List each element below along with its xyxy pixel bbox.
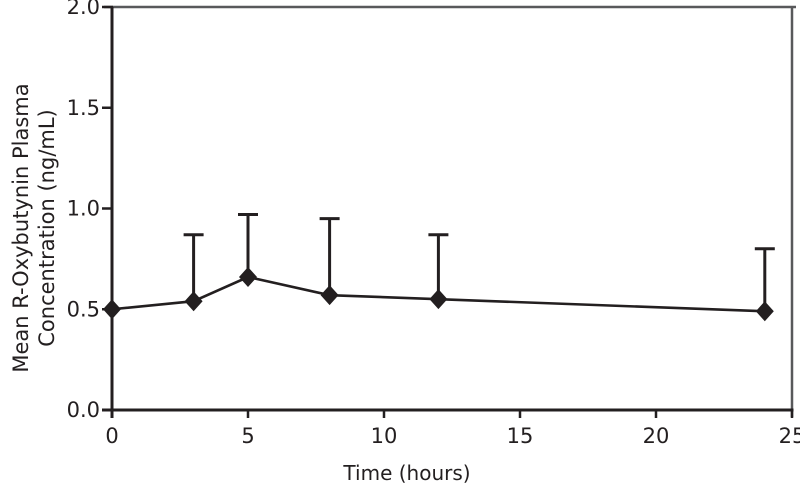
y-tick-label: 1.5 bbox=[67, 96, 100, 120]
y-tick-label: 0.0 bbox=[67, 398, 100, 422]
x-axis-title: Time (hours) bbox=[343, 461, 471, 485]
x-tick-label: 0 bbox=[105, 424, 118, 448]
data-line bbox=[111, 275, 765, 313]
y-tick-label: 1.0 bbox=[67, 197, 100, 221]
y-tick-label: 0.5 bbox=[67, 297, 100, 321]
y-axis-title-line1: Mean R-Oxybutynin Plasma bbox=[9, 83, 33, 373]
data-point bbox=[755, 301, 774, 322]
data-point bbox=[239, 267, 257, 288]
y-axis-title: Mean R-Oxybutynin Plasma Concentration (… bbox=[8, 43, 60, 413]
y-axis-title-line2: Concentration (ng/mL) bbox=[35, 109, 59, 347]
x-tick-label: 5 bbox=[241, 424, 254, 448]
x-tick-label: 20 bbox=[643, 424, 670, 448]
y-tick-label: 2.0 bbox=[67, 0, 100, 19]
x-tick-label: 25 bbox=[779, 424, 800, 448]
x-tick-label: 10 bbox=[371, 424, 398, 448]
data-point bbox=[320, 285, 339, 306]
x-tick-label: 15 bbox=[507, 424, 534, 448]
data-point bbox=[103, 299, 121, 320]
data-point bbox=[184, 291, 203, 312]
data-point bbox=[429, 289, 448, 310]
